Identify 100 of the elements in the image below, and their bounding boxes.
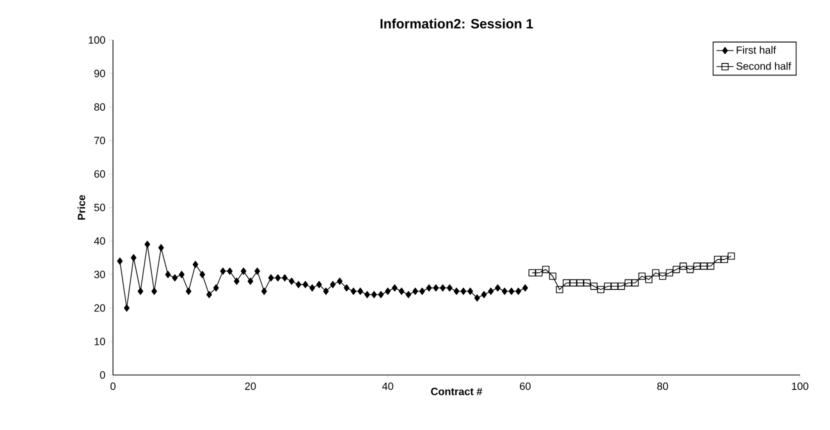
point (206, 291, 212, 298)
point (358, 288, 364, 295)
point (433, 284, 439, 292)
point (364, 291, 370, 298)
point (522, 284, 528, 292)
point (474, 294, 480, 302)
point (494, 284, 501, 292)
legend-label: First half (736, 46, 776, 54)
point (158, 244, 164, 252)
point (460, 288, 466, 295)
point (638, 272, 646, 280)
y-tick-label: 60 (94, 170, 106, 178)
point (254, 268, 260, 275)
point (693, 262, 701, 270)
y-tick-label: 40 (94, 237, 106, 245)
point (234, 278, 240, 285)
point (535, 269, 543, 276)
point (398, 288, 404, 295)
point (624, 279, 632, 286)
point (186, 288, 192, 295)
x-axis-title: Contract # (431, 388, 482, 396)
x-tick-label: 60 (520, 382, 531, 390)
point (446, 284, 452, 292)
point (213, 284, 219, 292)
point (570, 279, 577, 286)
point (406, 291, 412, 298)
point (454, 288, 460, 295)
point (440, 284, 446, 292)
point (151, 288, 158, 295)
y-tick-label: 70 (94, 136, 106, 144)
point (562, 279, 570, 286)
point (508, 288, 514, 295)
y-tick-label: 90 (94, 70, 106, 78)
point (323, 288, 329, 295)
point (590, 282, 598, 290)
point (282, 274, 288, 282)
point (720, 256, 728, 264)
point (392, 284, 398, 292)
point (220, 268, 226, 275)
point (309, 284, 316, 292)
point (302, 280, 308, 288)
point (130, 254, 136, 262)
point (426, 284, 432, 292)
x-tick-label: 100 (792, 382, 808, 390)
point (604, 282, 612, 290)
point (707, 262, 714, 270)
point (672, 266, 680, 274)
point (666, 269, 674, 276)
y-tick-label: 100 (88, 36, 106, 44)
point (350, 288, 356, 295)
point (226, 268, 233, 275)
point (502, 288, 508, 295)
point (542, 266, 550, 274)
point (700, 262, 708, 270)
y-axis-title: Price (78, 195, 86, 220)
x-tick-label: 40 (382, 382, 394, 390)
point (481, 291, 487, 298)
point (412, 288, 418, 295)
point (556, 286, 564, 294)
point (597, 286, 604, 294)
point (576, 279, 584, 286)
y-tick-label: 10 (94, 338, 106, 346)
point (316, 280, 322, 288)
chart-title: Information2: Session 1 (380, 18, 533, 28)
point (117, 258, 123, 265)
point (138, 288, 144, 295)
point (467, 288, 474, 295)
point (178, 270, 184, 278)
point (172, 274, 178, 282)
point (680, 262, 687, 270)
y-tick-label: 50 (94, 204, 106, 212)
point (336, 278, 343, 285)
point (645, 276, 652, 284)
point (200, 270, 206, 278)
point (144, 240, 150, 248)
point (686, 266, 694, 274)
point (632, 279, 639, 286)
point (728, 252, 735, 260)
point (165, 270, 171, 278)
point (288, 278, 294, 285)
point (296, 280, 302, 288)
y-tick-label: 0 (100, 371, 106, 379)
point (344, 284, 350, 292)
point (275, 274, 281, 282)
point (268, 274, 274, 282)
legend-label: Second half (736, 62, 792, 70)
point (330, 280, 336, 288)
point (419, 288, 425, 295)
point (528, 269, 536, 276)
y-tick-label: 80 (94, 103, 106, 111)
x-tick-label: 20 (245, 382, 256, 390)
point (385, 288, 391, 295)
point (610, 282, 618, 290)
point (192, 260, 198, 268)
x-tick-label: 80 (657, 382, 668, 390)
point (618, 282, 625, 290)
point (583, 279, 591, 286)
point (124, 304, 130, 312)
point (240, 268, 246, 275)
y-tick-label: 30 (94, 270, 106, 278)
